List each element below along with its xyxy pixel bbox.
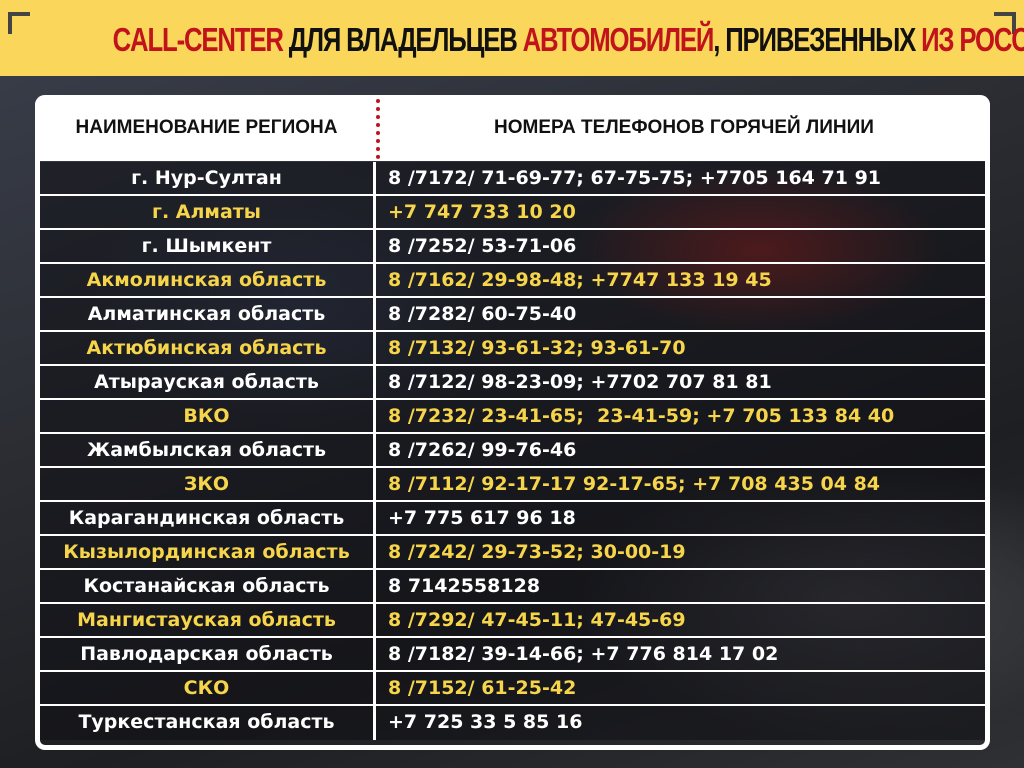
phone-numbers: 8 /7252/ 53-71-06: [388, 235, 577, 257]
phone-numbers: +7 725 33 5 85 16: [388, 711, 583, 733]
region-name: Атырауская область: [40, 366, 376, 398]
region-name: г. Нур-Султан: [40, 162, 376, 194]
hotline-table: г. Нур-Султан 8 /7172/ 71-69-77; 67-75-75…: [40, 162, 985, 740]
region-name: Мангистауская область: [40, 604, 376, 636]
table-header: НАИМЕНОВАНИЕ РЕГИОНА НОМЕРА ТЕЛЕФОНОВ ГО…: [35, 95, 990, 161]
region-name: ВКО: [40, 400, 376, 432]
region-name: Жамбылская область: [40, 434, 376, 466]
region-name: ЗКО: [40, 468, 376, 500]
table-row: ВКО 8 /7232/ 23-41-65; 23-41-59; +7 705 1…: [40, 400, 985, 434]
table-row: Жамбылская область 8 /7262/ 99-76-46: [40, 434, 985, 468]
region-name: г. Шымкент: [40, 230, 376, 262]
table-row: Павлодарская область 8 /7182/ 39-14-66; +…: [40, 638, 985, 672]
phone-numbers: 8 /7292/ 47-45-11; 47-45-69: [388, 609, 686, 631]
phone-numbers: 8 /7282/ 60-75-40: [388, 303, 577, 325]
table-row: ЗКО 8 /7112/ 92-17-17 92-17-65; +7 708 43…: [40, 468, 985, 502]
header-region: НАИМЕНОВАНИЕ РЕГИОНА: [75, 117, 338, 138]
table-row: Алматинская область 8 /7282/ 60-75-40: [40, 298, 985, 332]
table-row: Актюбинская область 8 /7132/ 93-61-32; 93…: [40, 332, 985, 366]
table-row: Атырауская область 8 /7122/ 98-23-09; +77…: [40, 366, 985, 400]
region-name: СКО: [40, 672, 376, 704]
phone-numbers: 8 /7162/ 29-98-48; +7747 133 19 45: [388, 269, 772, 291]
phone-numbers: +7 775 617 96 18: [388, 507, 576, 529]
table-row: Туркестанская область +7 725 33 5 85 16: [40, 706, 985, 740]
region-name: Кызылординская область: [40, 536, 376, 568]
title-banner: CALL-CENTER ДЛЯ ВЛАДЕЛЬЦЕВ АВТОМОБИЛЕЙ, …: [0, 0, 1024, 76]
region-name: Костанайская область: [40, 570, 376, 602]
header-phones: НОМЕРА ТЕЛЕФОНОВ ГОРЯЧЕЙ ЛИНИИ: [494, 117, 874, 138]
table-frame: [35, 95, 990, 750]
phone-numbers: 8 /7182/ 39-14-66; +7 776 814 17 02: [388, 643, 779, 665]
table-row: Мангистауская область 8 /7292/ 47-45-11; …: [40, 604, 985, 638]
table-row: Акмолинская область 8 /7162/ 29-98-48; +7…: [40, 264, 985, 298]
region-name: Акмолинская область: [40, 264, 376, 296]
header-divider: [376, 99, 380, 159]
table-row: г. Шымкент 8 /7252/ 53-71-06: [40, 230, 985, 264]
phone-numbers: 8 /7122/ 98-23-09; +7702 707 81 81: [388, 371, 772, 393]
corner-bracket-icon: [8, 12, 30, 34]
phone-numbers: 8 /7152/ 61-25-42: [388, 677, 577, 699]
page-title: CALL-CENTER ДЛЯ ВЛАДЕЛЬЦЕВ АВТОМОБИЛЕЙ, …: [112, 21, 1024, 58]
table-row: Карагандинская область +7 775 617 96 18: [40, 502, 985, 536]
phone-numbers: 8 /7262/ 99-76-46: [388, 439, 577, 461]
region-name: Карагандинская область: [40, 502, 376, 534]
phone-numbers: 8 /7232/ 23-41-65; 23-41-59; +7 705 133 …: [388, 405, 895, 427]
table-row: Костанайская область 8 7142558128: [40, 570, 985, 604]
region-name: Алматинская область: [40, 298, 376, 330]
table-row: Кызылординская область 8 /7242/ 29-73-52;…: [40, 536, 985, 570]
phone-numbers: 8 7142558128: [388, 575, 541, 597]
region-name: Туркестанская область: [40, 706, 376, 740]
phone-numbers: 8 /7242/ 29-73-52; 30-00-19: [388, 541, 686, 563]
phone-numbers: 8 /7112/ 92-17-17 92-17-65; +7 708 435 0…: [388, 473, 881, 495]
table-row: г. Алматы +7 747 733 10 20: [40, 196, 985, 230]
region-name: г. Алматы: [40, 196, 376, 228]
table-row: г. Нур-Султан 8 /7172/ 71-69-77; 67-75-75…: [40, 162, 985, 196]
region-name: Павлодарская область: [40, 638, 376, 670]
phone-numbers: +7 747 733 10 20: [388, 201, 576, 223]
phone-numbers: 8 /7132/ 93-61-32; 93-61-70: [388, 337, 686, 359]
region-name: Актюбинская область: [40, 332, 376, 364]
corner-bracket-icon: [994, 12, 1016, 34]
table-row: СКО 8 /7152/ 61-25-42: [40, 672, 985, 706]
phone-numbers: 8 /7172/ 71-69-77; 67-75-75; +7705 164 7…: [388, 167, 882, 189]
